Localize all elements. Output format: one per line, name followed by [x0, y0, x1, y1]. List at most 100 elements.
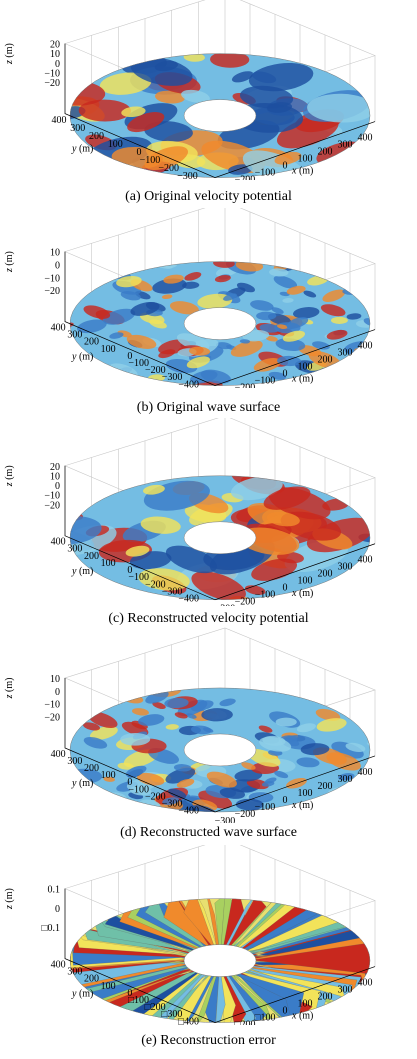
y-tick-label: 400 [51, 959, 66, 970]
x-tick-label: 0 [283, 1006, 288, 1017]
x-axis-label: x (m) [291, 800, 313, 811]
z-axis-label: z (m) [4, 43, 15, 65]
plot-b: 100−10−20z (m)4003002001000−100−200−300−… [4, 208, 376, 389]
y-tick-label: 100 [101, 981, 116, 992]
x-tick-label: 200 [318, 569, 333, 580]
x-tick-label: 200 [318, 781, 333, 792]
y-tick-label: −400 [178, 593, 199, 604]
z-tick-label: 10 [50, 471, 60, 482]
surface-error [70, 898, 370, 1023]
z-axis-label: z (m) [4, 678, 15, 700]
y-axis-label: y (m) [71, 144, 93, 155]
caption-d: (d) Reconstructed wave surface [120, 825, 297, 840]
y-tick-label: 200 [84, 551, 99, 562]
x-tick-label: 300 [338, 140, 353, 151]
plot-e: 0.10□0.1z (m)4003002001000□100□200□300□4… [4, 845, 376, 1026]
panel-a: 20 10 0 −10 −20 z (m) 400 300 200 100 0 −100 −200 −30… [0, 0, 417, 211]
y-tick-label: 300 [67, 756, 82, 767]
y-tick-label: 0 [127, 777, 132, 788]
y-tick-label: 300 [67, 544, 82, 555]
caption-e: (e) Reconstruction error [141, 1033, 276, 1048]
x-tick-label: 400 [358, 341, 373, 352]
z-tick-label: −10 [44, 273, 60, 284]
x-tick-label: 400 [358, 767, 373, 778]
z-tick-label: −20 [44, 712, 60, 723]
x-tick-label: 200 [318, 992, 333, 1003]
y-tick-label: −200 [158, 163, 179, 174]
x-tick-label: 100 [298, 576, 313, 587]
y-tick-label: 200 [84, 763, 99, 774]
y-tick-label: −100 [128, 358, 149, 369]
y-tick-label: 300 [67, 967, 82, 978]
x-tick-label: 300 [338, 348, 353, 359]
y-tick-label: −100 [128, 572, 149, 583]
x-tick-label: 100 [298, 362, 313, 373]
x-tick-label: −100 [255, 802, 276, 813]
z-tick-label: −20 [44, 78, 60, 89]
x-tick-label: 400 [358, 133, 373, 144]
z-axis-label: z (m) [4, 888, 15, 910]
z-tick-label: 0.1 [48, 885, 61, 896]
x-tick-label: □100 [254, 1013, 275, 1024]
x-tick-label: 300 [338, 985, 353, 996]
y-tick-label: −400 [178, 379, 199, 388]
y-tick-label: □400 [178, 1016, 199, 1025]
z-tick-label: □0.1 [41, 923, 60, 934]
z-tick-label: 0 [55, 687, 60, 698]
x-tick-label: 300 [338, 774, 353, 785]
x-tick-label: −200 [235, 383, 256, 389]
y-tick-label: −300 [177, 171, 198, 180]
y-tick-label: 200 [89, 131, 104, 142]
z-tick-label: 10 [50, 49, 60, 60]
y-tick-label: −200 [145, 365, 166, 376]
y-tick-label: −300 [162, 799, 183, 810]
z-tick-label: 0 [55, 481, 60, 492]
y-axis-label: y (m) [71, 989, 93, 1000]
x-tick-label: 200 [318, 147, 333, 158]
y-tick-label: 400 [51, 537, 66, 548]
z-tick-label: 10 [50, 248, 60, 259]
y-tick-label: 0 [127, 988, 132, 999]
z-tick-label: −10 [44, 491, 60, 502]
y-tick-label: 100 [108, 139, 123, 150]
x-tick-label: −300 [215, 604, 236, 606]
y-tick-label: 100 [101, 558, 116, 569]
y-tick-label: −100 [128, 784, 149, 795]
panel-e: 0.1 0 □0.1 z (m) 400 300 200 100 0 □100 □200 □300 □4… [0, 845, 417, 1055]
y-tick-label: 300 [70, 123, 85, 134]
x-axis-label: x (m) [291, 588, 313, 599]
y-tick-label: □300 [161, 1009, 182, 1020]
panel-d: 10 0 −10 −20 z (m) 400 300 200 100 0 −100 −200 −300−… [0, 625, 417, 847]
y-tick-label: −200 [145, 579, 166, 590]
plot-d: 100−10−20z (m)4003002001000−100−200−300−… [4, 627, 376, 823]
x-tick-label: −300 [215, 816, 236, 823]
y-tick-label: 400 [52, 115, 67, 126]
y-tick-label: −300 [162, 372, 183, 383]
y-tick-label: 0 [137, 147, 142, 158]
y-tick-label: □100 [128, 995, 149, 1006]
y-tick-label: 200 [84, 974, 99, 985]
caption-b: (b) Original wave surface [136, 400, 281, 415]
x-tick-label: −200 [235, 809, 256, 820]
x-tick-label: 100 [298, 788, 313, 799]
z-tick-label: 0 [55, 59, 60, 70]
x-tick-label: □200 [234, 1020, 255, 1026]
y-tick-label: 400 [51, 749, 66, 760]
y-tick-label: 200 [84, 337, 99, 348]
z-tick-label: 10 [50, 674, 60, 685]
z-tick-label: −20 [44, 500, 60, 511]
y-tick-label: 0 [127, 351, 132, 362]
x-axis-label: x (m) [291, 1011, 313, 1022]
panel-b: 10 0 −10 −20 z (m) 400 300 200 100 0 −100 −200 −300−… [0, 208, 417, 422]
x-tick-label: 100 [298, 154, 313, 165]
y-axis-label: y (m) [71, 566, 93, 577]
x-tick-label: 0 [283, 161, 288, 172]
z-tick-label: 0 [55, 904, 60, 915]
y-tick-label: 100 [101, 770, 116, 781]
z-axis-label: z (m) [4, 465, 15, 487]
y-axis-label: y (m) [71, 352, 93, 363]
x-axis-label: x (m) [291, 166, 313, 177]
y-tick-label: 100 [101, 344, 116, 355]
z-tick-label: −10 [44, 700, 60, 711]
